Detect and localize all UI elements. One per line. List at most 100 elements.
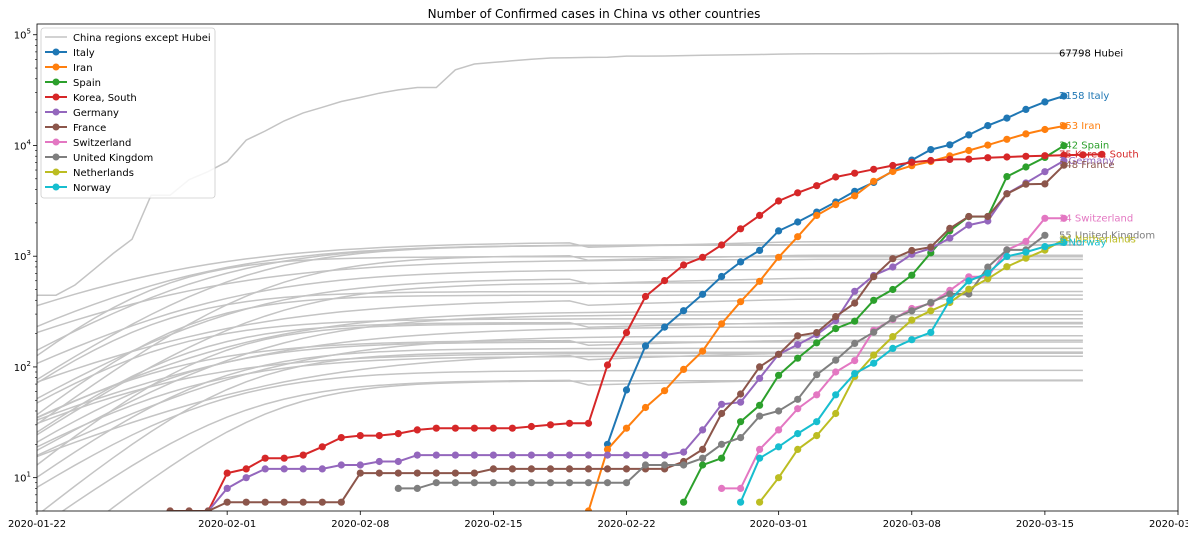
data-point <box>603 445 612 453</box>
data-point <box>204 507 212 511</box>
data-point <box>432 424 440 432</box>
data-point <box>451 479 459 487</box>
legend-label: Norway <box>73 183 111 194</box>
end-label: 7 Germany <box>1059 156 1115 167</box>
data-point <box>508 465 516 473</box>
data-point <box>927 243 935 251</box>
data-point <box>832 409 840 418</box>
data-point <box>699 461 707 469</box>
data-point <box>1022 152 1030 160</box>
y-tick-exponent: 3 <box>27 249 31 257</box>
data-point <box>280 498 288 506</box>
data-point <box>965 212 973 221</box>
data-point <box>223 469 231 477</box>
data-point <box>1041 214 1049 222</box>
data-point <box>965 146 973 155</box>
data-point <box>1022 254 1030 262</box>
data-point <box>413 484 421 492</box>
data-point <box>756 363 764 371</box>
data-point <box>661 461 669 469</box>
data-point <box>565 465 574 473</box>
data-point <box>718 454 726 462</box>
data-point <box>261 454 269 462</box>
data-point <box>489 479 497 487</box>
data-point <box>148 518 155 525</box>
data-point <box>908 307 916 315</box>
legend-marker <box>52 168 60 176</box>
china-region-line <box>107 380 1083 511</box>
data-point <box>432 479 440 487</box>
data-point <box>299 465 307 473</box>
data-point <box>641 292 650 301</box>
data-point <box>832 356 840 364</box>
data-point <box>851 357 859 365</box>
data-point <box>775 253 783 261</box>
data-point <box>756 211 764 219</box>
data-point <box>413 451 421 459</box>
end-label: 342 Spain <box>1059 141 1109 152</box>
data-point <box>984 269 992 277</box>
data-point <box>527 422 536 431</box>
x-tick-label: 2020-03-01 <box>750 519 808 530</box>
data-point <box>318 498 326 506</box>
data-point <box>451 424 459 432</box>
china-region-line <box>37 355 1083 448</box>
data-point <box>1060 151 1068 159</box>
data-point <box>680 261 688 269</box>
data-point <box>622 465 631 473</box>
data-point <box>927 146 935 154</box>
data-point <box>927 307 935 315</box>
data-point <box>889 315 897 323</box>
data-point <box>546 465 555 473</box>
data-point <box>737 418 745 426</box>
legend-marker <box>52 78 60 86</box>
legend-marker <box>52 183 60 191</box>
data-point <box>889 285 897 294</box>
data-point <box>908 271 916 279</box>
data-point <box>984 263 992 271</box>
data-point <box>1003 190 1011 198</box>
plot-frame <box>36 23 1179 512</box>
data-point <box>167 518 174 525</box>
end-label-hubei: 67798 Hubei <box>1059 48 1123 59</box>
legend-marker <box>52 63 60 71</box>
data-point <box>718 400 726 408</box>
data-point <box>641 451 650 459</box>
data-point <box>889 255 897 263</box>
data-point <box>1041 125 1049 134</box>
data-point <box>641 403 650 412</box>
data-point <box>661 323 669 331</box>
data-point <box>794 332 802 340</box>
data-point <box>470 469 478 477</box>
china-region-line <box>37 294 1083 416</box>
data-point <box>1060 238 1068 246</box>
data-point <box>603 361 612 369</box>
data-point <box>470 424 478 432</box>
data-point <box>699 290 707 298</box>
data-point <box>527 451 536 459</box>
data-point <box>1041 168 1049 176</box>
y-tick-exponent: 2 <box>27 360 31 368</box>
china-region-line <box>37 298 1083 383</box>
data-point <box>546 451 555 459</box>
data-point <box>261 498 269 506</box>
data-point <box>1022 130 1030 138</box>
data-point <box>622 386 631 394</box>
data-point <box>337 434 345 442</box>
data-point <box>584 451 593 459</box>
data-point <box>851 287 859 295</box>
data-point <box>908 246 916 255</box>
data-point <box>699 347 707 355</box>
data-point <box>565 479 574 487</box>
data-point <box>584 479 593 487</box>
data-point <box>832 368 840 376</box>
data-point <box>280 454 288 462</box>
data-point <box>851 339 859 347</box>
data-point <box>1003 246 1011 254</box>
data-point <box>1041 152 1049 160</box>
legend-label: Switzerland <box>73 138 131 149</box>
data-point <box>1079 151 1087 159</box>
data-point <box>851 299 859 307</box>
end-label: 14 Netherlands <box>1059 235 1136 246</box>
